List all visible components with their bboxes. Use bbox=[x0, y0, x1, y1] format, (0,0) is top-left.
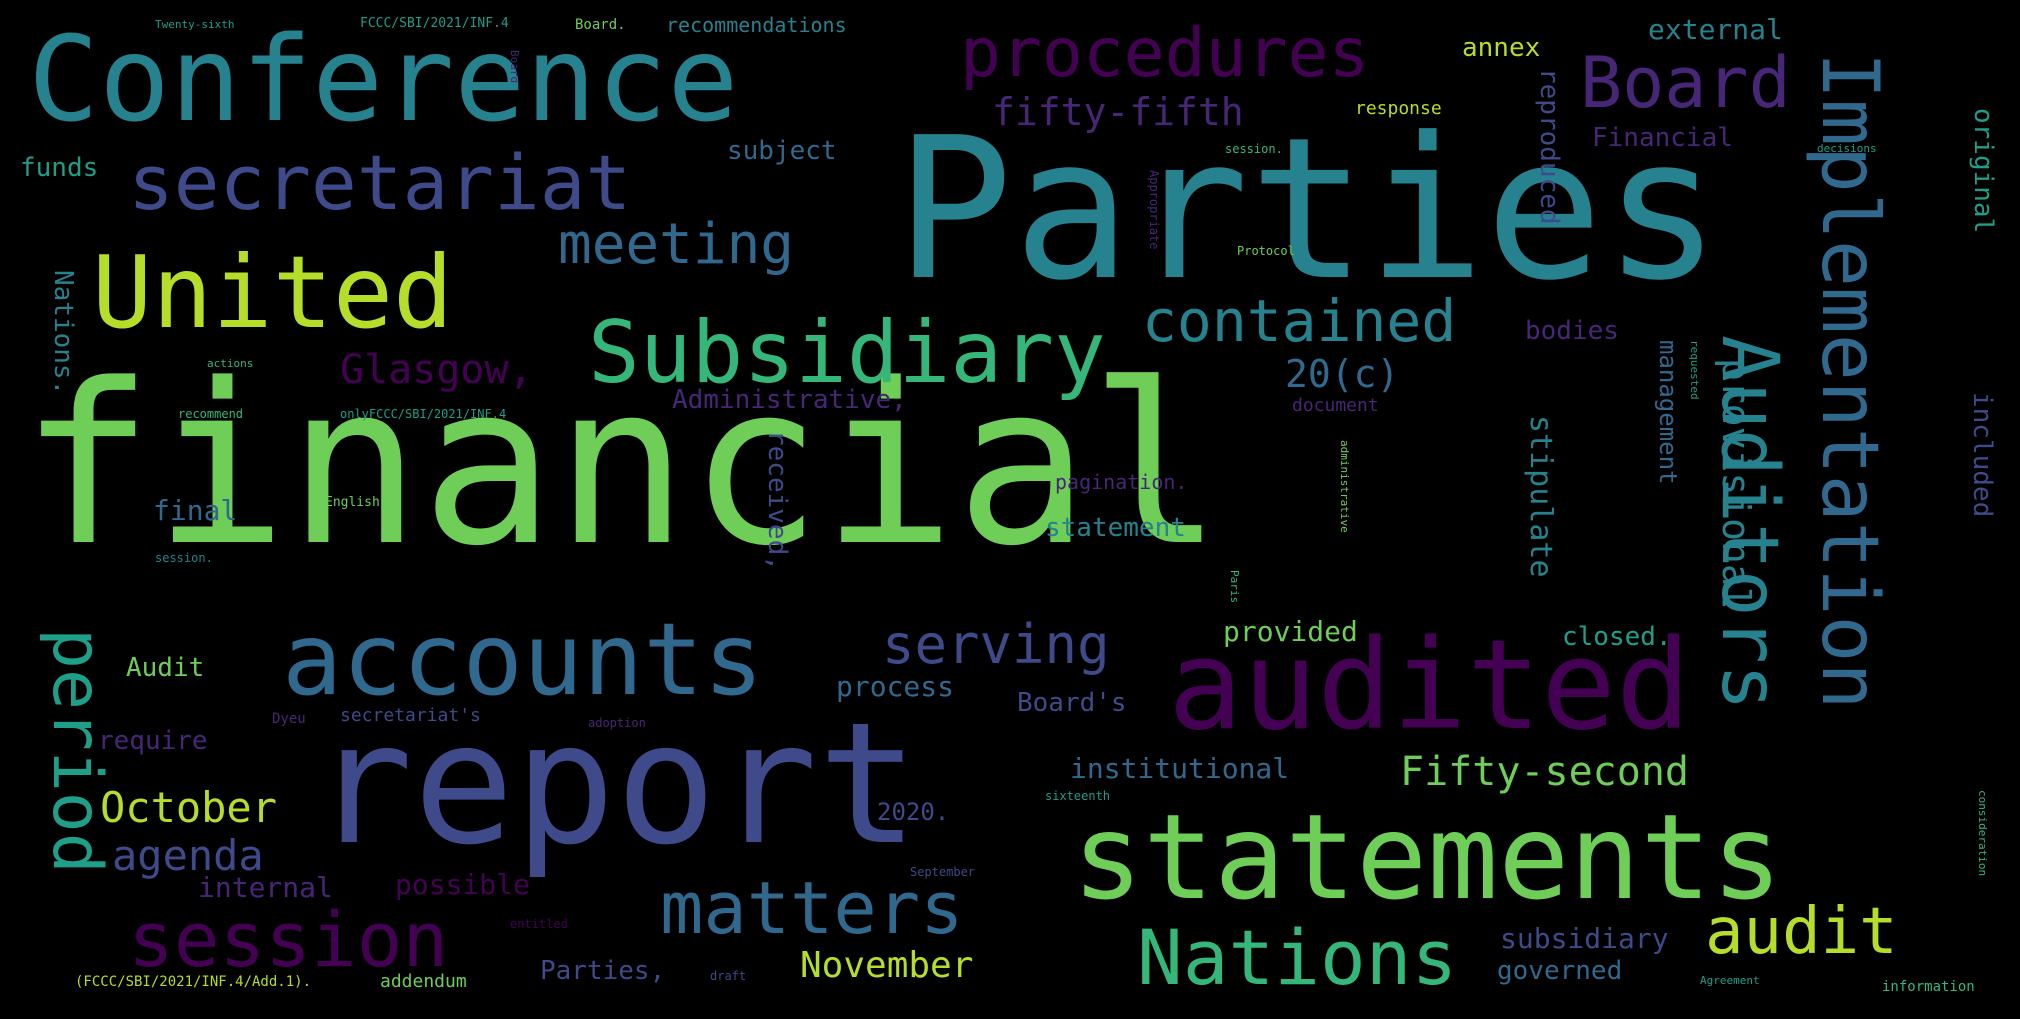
word-board-period: Board. bbox=[575, 17, 626, 33]
word-statements: statements bbox=[1072, 788, 1783, 926]
word-fccc-add: (FCCC/SBI/2021/INF.4/Add.1). bbox=[75, 974, 312, 990]
word-subsidiary-small: subsidiary bbox=[1500, 922, 1669, 955]
word-received: received, bbox=[762, 430, 792, 571]
word-final: final bbox=[153, 494, 238, 527]
word-appropriate: Appropriate bbox=[1147, 170, 1161, 250]
word-financial: financial bbox=[20, 337, 1223, 595]
word-response: response bbox=[1355, 98, 1442, 119]
word-twenty-sixth: Twenty-sixth bbox=[155, 18, 235, 31]
word-dyeu: Dyeu bbox=[272, 711, 306, 727]
word-bodies: bodies bbox=[1525, 316, 1619, 346]
word-session-small: session. bbox=[155, 551, 213, 565]
word-administrative-vert: administrative bbox=[1338, 440, 1351, 533]
word-secretariats: secretariat's bbox=[340, 705, 481, 726]
word-fifty-second: Fifty-second bbox=[1400, 749, 1689, 795]
word-nations: Nations bbox=[1137, 913, 1458, 1002]
word-report: report bbox=[312, 686, 919, 882]
word-require: require bbox=[98, 726, 208, 756]
word-subject: subject bbox=[727, 136, 837, 166]
word-document: document bbox=[1292, 395, 1379, 416]
word-original: original bbox=[1968, 108, 1998, 234]
word-external: external bbox=[1648, 13, 1783, 46]
word-stipulate: stipulate bbox=[1523, 415, 1558, 578]
word-accounts: accounts bbox=[282, 601, 764, 718]
word-provided: provided bbox=[1223, 615, 1358, 648]
word-october: October bbox=[100, 783, 278, 832]
word-board: Board bbox=[1580, 42, 1791, 124]
word-parties-comma: Parties, bbox=[540, 956, 666, 986]
word-contained: contained bbox=[1142, 287, 1457, 355]
word-matters: matters bbox=[660, 866, 964, 950]
word-adoption: adoption bbox=[588, 716, 646, 730]
word-entitled: entitled bbox=[510, 917, 568, 931]
word-subsidiary: Subsidiary bbox=[588, 303, 1106, 403]
word-institutional: institutional bbox=[1070, 752, 1290, 785]
word-sixteenth: sixteenth bbox=[1045, 789, 1111, 803]
word-glasgow: Glasgow, bbox=[340, 347, 533, 393]
word-fccc-ref: FCCC/SBI/2021/INF.4 bbox=[360, 16, 509, 31]
word-recommend: recommend bbox=[178, 407, 244, 421]
word-annex: annex bbox=[1462, 33, 1541, 63]
word-recommendations: recommendations bbox=[666, 13, 847, 37]
word-audit-small: Audit bbox=[126, 653, 205, 683]
word-statement: statement bbox=[1045, 513, 1186, 543]
word-boards: Board's bbox=[1017, 688, 1127, 718]
word-reproduced: reproduced bbox=[1534, 68, 1564, 225]
word-session: session bbox=[128, 895, 449, 984]
word-possible: possible bbox=[395, 868, 530, 901]
word-internal: internal bbox=[198, 871, 333, 904]
word-session-period: session. bbox=[1225, 142, 1283, 156]
word-draft: draft bbox=[710, 969, 747, 983]
word-addendum: addendum bbox=[380, 971, 467, 992]
word-administrative: Administrative, bbox=[672, 385, 907, 415]
word-requested: requested bbox=[1688, 340, 1701, 400]
word-2020: 2020. bbox=[877, 798, 950, 826]
word-meeting: meeting bbox=[558, 212, 795, 277]
word-united: United bbox=[92, 234, 454, 351]
word-20c: 20(c) bbox=[1285, 352, 1400, 396]
word-audited: audited bbox=[1168, 614, 1691, 758]
word-agreement: Agreement bbox=[1700, 974, 1760, 987]
word-fifty-fifth: fifty-fifth bbox=[992, 90, 1244, 134]
word-information: information bbox=[1882, 979, 1975, 995]
word-november: November bbox=[800, 945, 974, 986]
word-protocol: Protocol bbox=[1237, 244, 1295, 258]
word-nations-period: Nations. bbox=[48, 270, 78, 396]
word-decisions: decisions bbox=[1817, 142, 1877, 155]
word-parties: Parties bbox=[895, 96, 1722, 324]
word-agenda: agenda bbox=[112, 831, 264, 880]
word-actions: actions bbox=[207, 357, 254, 370]
word-conference: Conference bbox=[28, 10, 739, 148]
word-september: September bbox=[910, 865, 976, 879]
word-process: process bbox=[836, 670, 955, 703]
word-secretariat: secretariat bbox=[128, 138, 632, 227]
word-serving: serving bbox=[882, 613, 1110, 676]
word-included: included bbox=[1967, 392, 1997, 518]
word-board-tiny: Board bbox=[508, 50, 521, 84]
word-provisional: provisional bbox=[1714, 358, 1758, 610]
word-governed: governed bbox=[1497, 956, 1623, 986]
word-pagination: pagination. bbox=[1055, 470, 1188, 494]
word-management: management bbox=[1654, 340, 1682, 485]
word-english: English bbox=[325, 495, 380, 510]
word-paris: Paris bbox=[1228, 570, 1241, 604]
word-audit: audit bbox=[1705, 895, 1898, 969]
word-consideration: consideration bbox=[1976, 790, 1989, 877]
word-onlyfccc: onlyFCCC/SBI/2021/INF.4 bbox=[340, 407, 507, 421]
word-procedures: procedures bbox=[960, 14, 1370, 93]
word-financial-small: Financial bbox=[1592, 123, 1733, 153]
word-closed: closed. bbox=[1562, 622, 1672, 652]
word-funds: funds bbox=[20, 153, 99, 183]
